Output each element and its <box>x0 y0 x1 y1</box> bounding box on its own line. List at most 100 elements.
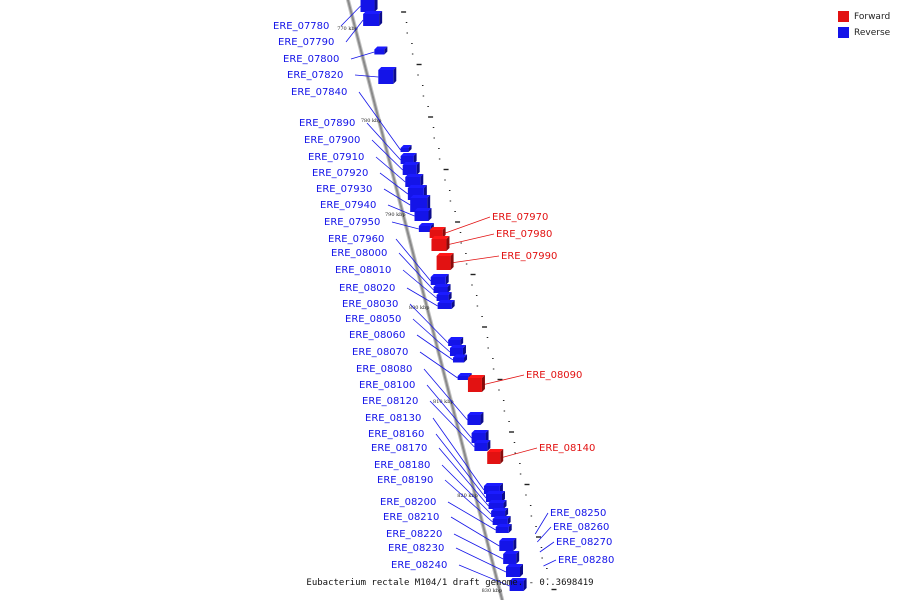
gene-leader-line <box>500 447 538 459</box>
gene-label[interactable]: ERE_08010 <box>335 265 391 276</box>
gene-label[interactable]: ERE_08200 <box>380 497 436 508</box>
gene-label[interactable]: ERE_07800 <box>283 54 339 65</box>
gene-ere-07980[interactable] <box>431 236 450 251</box>
gene-ere-08140[interactable] <box>487 449 504 464</box>
gene-ere-08200[interactable] <box>495 524 512 533</box>
gene-label[interactable]: ERE_08050 <box>345 314 401 325</box>
legend-label-forward: Forward <box>854 11 891 22</box>
gene-ere-08100[interactable] <box>471 430 489 443</box>
gene-leader-line <box>416 334 454 361</box>
gene-ere-07940[interactable] <box>414 208 432 221</box>
gene-ere-08180[interactable] <box>491 508 509 517</box>
gene-ere-08090[interactable] <box>467 375 485 392</box>
gene-ere-08190[interactable] <box>492 516 511 525</box>
gene-ere-07800[interactable] <box>374 46 388 55</box>
gene-ere-08010[interactable] <box>436 292 452 301</box>
gene-label[interactable]: ERE_08270 <box>556 537 612 548</box>
gene-leader-line <box>444 479 493 523</box>
gene-leader-line <box>354 74 379 78</box>
gene-label[interactable]: ERE_08020 <box>339 283 395 294</box>
gene-label[interactable]: ERE_08080 <box>356 364 412 375</box>
gene-leader-line <box>447 501 496 531</box>
gene-label[interactable]: ERE_08180 <box>374 460 430 471</box>
gene-leader-line <box>379 172 409 195</box>
gene-leader-line <box>358 91 401 151</box>
gene-label[interactable]: ERE_08220 <box>386 529 442 540</box>
genome-backbone <box>346 0 504 600</box>
gene-label[interactable]: ERE_07820 <box>287 70 343 81</box>
gene-ere-08030[interactable] <box>448 337 464 346</box>
gene-label[interactable]: ERE_07890 <box>299 118 355 129</box>
gene-leader-line <box>395 238 432 282</box>
gene-label[interactable]: ERE_08060 <box>349 330 405 341</box>
gene-label[interactable]: ERE_08090 <box>526 370 582 381</box>
gene-leader-line <box>383 188 411 206</box>
gene-label[interactable]: ERE_08280 <box>558 555 614 566</box>
gene-ere-08060[interactable] <box>453 354 468 363</box>
gene-ere-07970[interactable] <box>429 227 446 238</box>
gene-ere-08160[interactable] <box>485 491 505 502</box>
gene-ere-07820[interactable] <box>378 67 397 84</box>
gene-ere-07890[interactable] <box>400 153 417 164</box>
gene-leader-line <box>534 512 549 535</box>
gene-label[interactable]: ERE_08120 <box>362 396 418 407</box>
gene-label[interactable]: ERE_08230 <box>388 543 444 554</box>
gene-ere-08240[interactable] <box>509 578 527 591</box>
gene-leader-line <box>446 233 495 246</box>
gene-leader-line <box>432 417 485 491</box>
gene-leader-line <box>406 287 438 307</box>
gene-ere-08210[interactable] <box>499 538 517 551</box>
gene-label[interactable]: ERE_08160 <box>368 429 424 440</box>
gene-label[interactable]: ERE_07910 <box>308 152 364 163</box>
gene-ere-07900[interactable] <box>402 162 420 175</box>
gene-ere-08020[interactable] <box>437 300 455 309</box>
gene-label[interactable]: ERE_07990 <box>501 251 557 262</box>
genome-caption: Eubacterium rectale M104/1 draft genome.… <box>306 578 594 588</box>
scale-label: 820 kbp <box>457 493 478 499</box>
gene-label[interactable]: ERE_07900 <box>304 135 360 146</box>
gene-label[interactable]: ERE_07960 <box>328 234 384 245</box>
gene-label[interactable]: ERE_07950 <box>324 217 380 228</box>
gene-ere-07960[interactable] <box>430 274 449 285</box>
gene-ere-07780[interactable] <box>360 0 378 12</box>
gene-label[interactable]: ERE_07930 <box>316 184 372 195</box>
gene-ere-07910[interactable] <box>405 174 424 187</box>
scale-label: 770 kbp <box>337 26 358 32</box>
gene-ere-08120[interactable] <box>474 440 491 451</box>
gene-label[interactable]: ERE_08170 <box>371 443 427 454</box>
gene-leader-line <box>402 269 437 299</box>
gene-label[interactable]: ERE_08260 <box>553 522 609 533</box>
gene-ere-08080[interactable] <box>467 412 484 425</box>
gene-label[interactable]: ERE_07970 <box>492 212 548 223</box>
gene-label[interactable]: ERE_08240 <box>391 560 447 571</box>
gene-ere-07840[interactable] <box>400 145 412 152</box>
gene-label[interactable]: ERE_08130 <box>365 413 421 424</box>
gene-leader-line <box>366 122 401 161</box>
gene-leader-line <box>350 51 375 60</box>
gene-label[interactable]: ERE_08000 <box>331 248 387 259</box>
gene-ere-08220[interactable] <box>503 551 520 564</box>
gene-label[interactable]: ERE_08070 <box>352 347 408 358</box>
gene-ere-08000[interactable] <box>433 284 451 293</box>
gene-label[interactable]: ERE_07790 <box>278 37 334 48</box>
gene-ere-08170[interactable] <box>488 500 507 509</box>
gene-ere-07790[interactable] <box>363 11 383 26</box>
gene-leader-line <box>539 541 555 553</box>
gene-ere-07990[interactable] <box>436 253 454 270</box>
gene-ere-08050[interactable] <box>449 345 466 356</box>
gene-label[interactable]: ERE_07780 <box>273 21 329 32</box>
gene-leader-line <box>391 221 419 230</box>
gene-label[interactable]: ERE_07840 <box>291 87 347 98</box>
gene-label[interactable]: ERE_07940 <box>320 200 376 211</box>
gene-label[interactable]: ERE_08190 <box>377 475 433 486</box>
gene-label[interactable]: ERE_08210 <box>383 512 439 523</box>
gene-label[interactable]: ERE_08030 <box>342 299 398 310</box>
gene-label[interactable]: ERE_08100 <box>359 380 415 391</box>
gene-label[interactable]: ERE_07920 <box>312 168 368 179</box>
gene-leader-line <box>387 204 415 217</box>
gene-ere-08230[interactable] <box>506 564 524 577</box>
gene-label[interactable]: ERE_08140 <box>539 443 595 454</box>
gene-label[interactable]: ERE_08250 <box>550 508 606 519</box>
gene-label[interactable]: ERE_07980 <box>496 229 552 240</box>
